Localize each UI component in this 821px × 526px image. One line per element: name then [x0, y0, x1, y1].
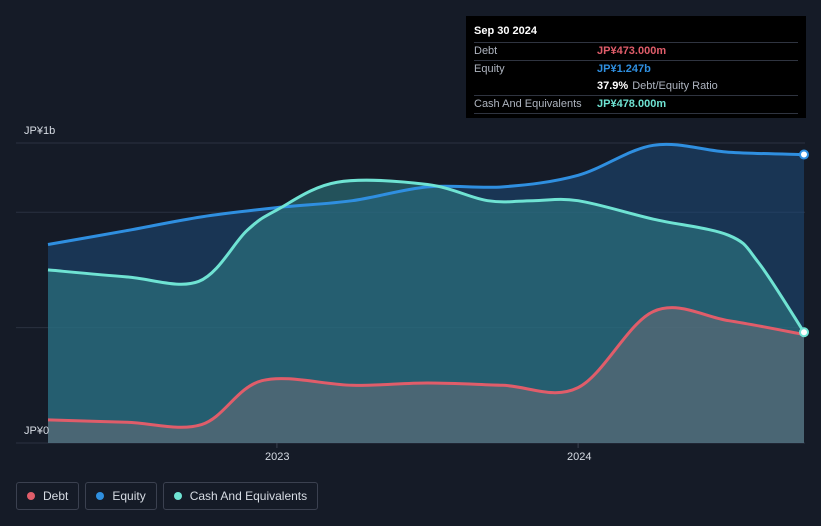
legend-dot-equity-icon: [96, 492, 105, 500]
tooltip-debt-label: Debt: [474, 45, 498, 57]
legend-label-equity: Equity: [112, 489, 146, 503]
legend-item-cash[interactable]: Cash And Equivalents: [162, 482, 319, 510]
tooltip-ratio-spacer: [474, 78, 597, 95]
tooltip-equity-value: JP¥1.247b: [597, 63, 651, 75]
legend-dot-cash-icon: [173, 492, 182, 500]
tooltip-debt-value: JP¥473.000m: [597, 45, 667, 57]
chart-lines: [47, 142, 806, 429]
tooltip-date: Sep 30 2024: [474, 25, 537, 37]
tooltip-row-debt: Debt JP¥473.000m: [474, 42, 798, 60]
tooltip-ratio-label: Debt/Equity Ratio: [632, 80, 718, 92]
tooltip-row-cash: Cash And Equivalents JP¥478.000m: [474, 95, 798, 114]
legend-label-debt: Debt: [43, 489, 69, 503]
chart-legend: Debt Equity Cash And Equivalents: [16, 482, 319, 510]
y-tick-label-bottom: JP¥0: [24, 425, 50, 437]
tooltip-row-equity: Equity JP¥1.247b: [474, 60, 798, 78]
marker-cash: [799, 327, 809, 338]
chart-markers: [799, 149, 809, 338]
legend-label-cash: Cash And Equivalents: [189, 489, 308, 503]
x-tick-label-2023: 2023: [265, 451, 290, 463]
area-debt: [48, 307, 804, 443]
chart-areas: [48, 144, 804, 444]
tooltip-panel: Sep 30 2024 Debt JP¥473.000m Equity JP¥1…: [466, 16, 806, 118]
legend-dot-debt-icon: [27, 492, 35, 500]
tooltip-equity-label: Equity: [474, 63, 505, 75]
line-equity: [47, 142, 805, 247]
x-tick-label-2024: 2024: [567, 451, 592, 463]
y-tick-label-top: JP¥1b: [24, 125, 56, 137]
tooltip-row-ratio: 37.9% Debt/Equity Ratio: [474, 78, 798, 95]
tooltip-cash-label: Cash And Equivalents: [474, 98, 582, 110]
line-cash: [47, 178, 806, 334]
tooltip-ratio-value: 37.9%: [597, 80, 629, 92]
marker-equity: [799, 149, 809, 160]
legend-item-debt[interactable]: Debt: [16, 482, 80, 510]
tooltip-cash-value: JP¥478.000m: [597, 98, 667, 110]
legend-item-equity[interactable]: Equity: [85, 482, 157, 510]
line-debt: [47, 306, 805, 429]
